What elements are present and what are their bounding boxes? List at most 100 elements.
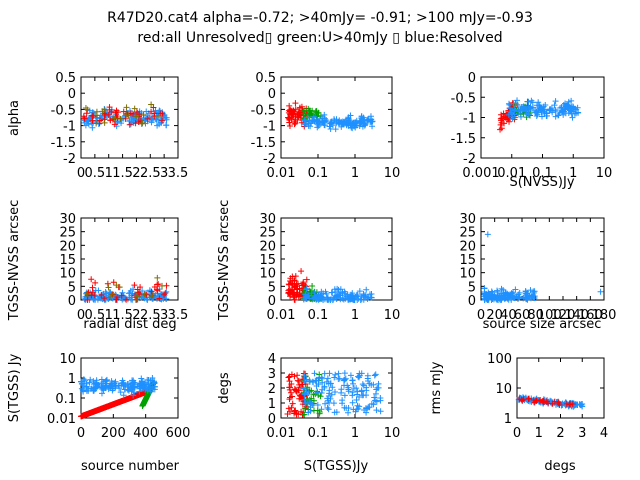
point-resolved: [494, 288, 501, 295]
point-resolved: [349, 125, 356, 132]
point-resolved: [514, 102, 521, 109]
point-resolved: [348, 296, 355, 303]
point-resolved: [313, 117, 320, 124]
point-resolved: [526, 293, 533, 300]
point-resolved: [530, 104, 537, 111]
point-resolved: [323, 290, 330, 297]
y-tick-label: 0: [68, 294, 76, 309]
point-unresolved-bright: [93, 120, 100, 127]
y-tick-label: 20: [459, 239, 476, 254]
point-resolved: [351, 385, 358, 392]
point-unresolved: [104, 280, 111, 287]
point-resolved: [489, 294, 496, 301]
y-tick-label: 10: [59, 267, 76, 282]
point-resolved: [325, 380, 332, 387]
x-tick-label: 3.5: [168, 308, 189, 323]
point-unresolved: [286, 281, 293, 288]
point-unresolved-bright: [99, 108, 106, 115]
point-unresolved-bright: [138, 120, 145, 127]
point-resolved: [552, 113, 559, 120]
point-resolved: [321, 122, 328, 129]
point-unresolved: [159, 117, 166, 124]
point-resolved: [102, 385, 109, 392]
x-tick-label: 10: [596, 166, 613, 181]
point-resolved: [552, 106, 559, 113]
scatter-points: [285, 100, 376, 133]
point-resolved: [347, 372, 354, 379]
point-resolved: [130, 392, 137, 399]
point-unresolved: [109, 116, 116, 123]
point-resolved: [365, 377, 372, 384]
point-resolved: [80, 388, 87, 395]
point-resolved: [331, 116, 338, 123]
y-tick-label: 100: [487, 352, 512, 367]
point-resolved: [359, 381, 366, 388]
point-resolved: [119, 114, 126, 121]
point-resolved: [119, 289, 126, 296]
point-resolved: [355, 373, 362, 380]
point-resolved: [324, 404, 331, 411]
point-unresolved: [298, 408, 305, 415]
point-resolved: [341, 392, 348, 399]
point-unresolved-bright: [313, 109, 320, 116]
point-resolved: [355, 405, 362, 412]
y-tick-label: 0.5: [55, 71, 76, 86]
panels: 0 0.5 1 1.5 2 2.5 3 3.5-2-1.5-1-0.500.5alpha0.0…: [7, 71, 616, 474]
x-tick-label: 0.01: [267, 308, 296, 323]
point-resolved: [301, 396, 308, 403]
point-unresolved-bright: [148, 101, 155, 108]
point-resolved: [82, 122, 89, 129]
point-unresolved: [501, 120, 508, 127]
point-unresolved: [106, 104, 113, 111]
point-resolved: [321, 111, 328, 118]
x-tick-label: 0.1: [308, 308, 329, 323]
point-resolved: [500, 290, 507, 297]
point-resolved: [517, 113, 524, 120]
y-tick-label: 30: [459, 212, 476, 227]
y-tick-label: 10: [259, 267, 276, 282]
point-unresolved-bright: [105, 284, 112, 291]
point-unresolved: [291, 296, 298, 303]
point-resolved: [321, 383, 328, 390]
scatter-points: [497, 97, 582, 133]
y-tick-label: 25: [59, 226, 76, 241]
point-resolved: [327, 125, 334, 132]
point-resolved: [163, 122, 170, 129]
point-unresolved-bright: [117, 115, 124, 122]
point-unresolved: [162, 290, 169, 297]
point-unresolved: [285, 114, 292, 121]
point-unresolved: [556, 401, 563, 408]
x-tick-label: 0: [477, 308, 485, 323]
point-unresolved-bright: [101, 119, 108, 126]
point-resolved: [368, 294, 375, 301]
point-resolved: [102, 289, 109, 296]
y-tick-label: 0.01: [47, 412, 76, 427]
point-unresolved: [159, 110, 166, 117]
point-unresolved: [540, 399, 547, 406]
x-tick-label: 3.5: [168, 166, 189, 181]
point-resolved: [78, 378, 85, 385]
x-tick-label: 20: [486, 308, 503, 323]
point-resolved: [313, 296, 320, 303]
point-resolved: [301, 120, 308, 127]
point-resolved: [530, 288, 537, 295]
y-tick-label: 15: [459, 253, 476, 268]
point-resolved: [358, 388, 365, 395]
point-unresolved: [287, 389, 294, 396]
point-resolved: [326, 399, 333, 406]
point-unresolved: [497, 115, 504, 122]
point-unresolved: [294, 377, 301, 384]
x-tick-label: 160: [578, 308, 603, 323]
y-tick-label: 5: [468, 280, 476, 295]
point-unresolved: [303, 276, 310, 283]
y-tick-label: 3: [268, 367, 276, 382]
point-resolved: [354, 402, 361, 409]
y-tick-label: -2: [63, 152, 76, 167]
point-unresolved: [123, 296, 130, 303]
point-unresolved: [289, 400, 296, 407]
point-unresolved: [135, 289, 142, 296]
point-unresolved-bright: [83, 290, 90, 297]
point-unresolved: [293, 411, 300, 418]
